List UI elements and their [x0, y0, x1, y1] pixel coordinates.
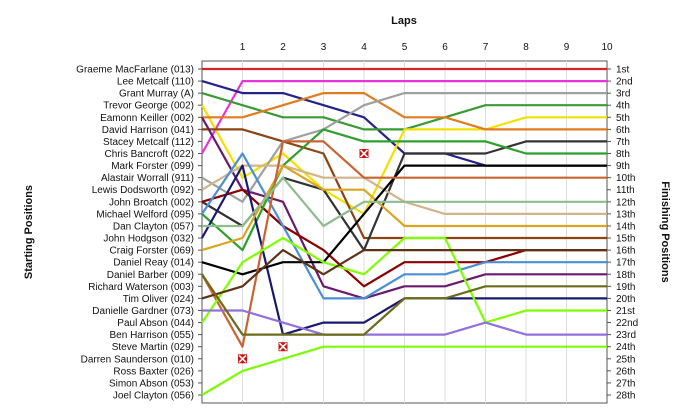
retired-marker-cross [359, 149, 369, 158]
lap-tick-label: 4 [361, 42, 367, 53]
start-position-label: Stacey Metcalf (112) [103, 137, 194, 148]
start-position-label: Eamonn Keiller (002) [100, 113, 194, 124]
series-line [201, 164, 607, 276]
finish-position-label: 19th [616, 282, 635, 293]
start-position-label: Darren Saunderson (010) [81, 354, 194, 365]
start-position-label: Dan Clayton (057) [113, 221, 194, 232]
finish-position-label: 23rd [616, 330, 636, 341]
start-position-label: Ross Baxter (026) [113, 366, 194, 377]
finish-position-label: 14th [616, 221, 635, 232]
retired-marker-cross [238, 354, 247, 363]
start-position-label: Alastair Worrall (911) [101, 173, 194, 184]
finish-position-label: 25th [616, 354, 635, 365]
start-position-label: Graeme MacFarlane (013) [76, 65, 194, 76]
start-position-label: Craig Forster (069) [110, 246, 194, 257]
labels-layer: 1 2 3 4 5 6 7 8 9 10 Graeme MacFarlane (013)Lee Me… [76, 42, 638, 402]
start-position-label: Grant Murray (A) [119, 89, 194, 100]
start-position-label: John Hodgson (032) [103, 234, 194, 245]
finish-position-label: 26th [616, 366, 635, 377]
start-position-label: Simon Abson (053) [109, 378, 194, 389]
lap-tick-label: 8 [523, 42, 529, 53]
finish-position-label: 4th [616, 101, 630, 112]
series-line [202, 91, 607, 131]
start-position-label: Trevor George (002) [103, 101, 194, 112]
start-position-label: Richard Waterson (003) [88, 282, 194, 293]
lap-tick-label: 7 [483, 42, 489, 53]
finish-position-label: 7th [616, 137, 630, 148]
finish-position-label: 20th [616, 294, 635, 305]
start-position-label: Daniel Barber (009) [107, 270, 194, 281]
finish-position-label: 17th [616, 258, 635, 269]
series-line [201, 273, 607, 336]
series-lines [201, 67, 607, 396]
finish-position-label: 15th [616, 234, 635, 245]
series-line [201, 164, 607, 252]
series-line [201, 152, 607, 300]
start-position-label: Ben Harrison (055) [110, 330, 194, 341]
start-position-label: Daniel Reay (014) [113, 258, 194, 269]
finish-position-label: 28th [616, 391, 635, 402]
series-line [202, 309, 607, 336]
finish-position-label: 2nd [616, 77, 633, 88]
retired-marker [359, 149, 369, 159]
finish-position-label: 18th [616, 270, 635, 281]
series-line [201, 116, 607, 300]
start-position-label: Lee Metcalf (110) [117, 77, 194, 88]
series-line [201, 249, 607, 300]
finish-position-label: 10th [616, 173, 635, 184]
chart-title: Laps [391, 15, 417, 27]
lap-tick-label: 9 [564, 42, 570, 53]
retired-markers [238, 149, 369, 364]
finish-position-label: 8th [616, 149, 630, 160]
start-position-label: Chris Bancroft (022) [105, 149, 194, 160]
finish-position-label: 12th [616, 197, 635, 208]
finish-position-label: 1st [616, 65, 630, 76]
lap-tick-label: 5 [402, 42, 408, 53]
retired-marker-cross [278, 342, 288, 351]
start-position-label: Danielle Gardner (073) [92, 306, 194, 317]
retired-marker [238, 354, 247, 364]
start-position-label: Steve Martin (029) [112, 342, 194, 353]
finish-position-label: 11th [616, 185, 635, 196]
lap-tick-label: 6 [442, 42, 448, 53]
finishing-positions-label: Finishing Positions [659, 181, 671, 282]
series-line [201, 345, 607, 396]
finish-position-label: 22nd [616, 318, 638, 329]
start-position-label: Paul Abson (044) [117, 318, 194, 329]
finish-position-label: 6th [616, 125, 630, 136]
start-position-label: John Broatch (002) [109, 197, 194, 208]
start-position-label: Mark Forster (099) [111, 161, 194, 172]
start-position-label: Michael Welford (095) [96, 209, 194, 220]
finish-position-label: 24th [616, 342, 635, 353]
series-line [201, 140, 607, 348]
series-line [202, 176, 607, 228]
lap-tick-label: 1 [240, 42, 246, 53]
series-line [201, 91, 607, 203]
series-line [201, 79, 607, 155]
start-position-label: Lewis Dodsworth (092) [92, 185, 194, 196]
start-position-label: Joel Clayton (056) [113, 391, 194, 402]
finish-position-label: 9th [616, 161, 630, 172]
finish-position-label: 13th [616, 209, 635, 220]
starting-positions-label: Starting Positions [23, 185, 35, 279]
start-position-label: David Harrison (041) [102, 125, 194, 136]
lap-tick-label: 2 [280, 42, 286, 53]
finish-position-label: 27th [616, 378, 635, 389]
finish-position-label: 3rd [616, 89, 630, 100]
finish-position-label: 5th [616, 113, 630, 124]
finish-position-label: 16th [616, 246, 635, 257]
retired-marker [278, 342, 288, 352]
start-position-label: Tim Oliver (024) [123, 294, 194, 305]
lap-tick-label: 3 [321, 42, 327, 53]
finish-position-label: 21st [616, 306, 635, 317]
lap-tick-label: 10 [601, 42, 613, 53]
series-line [201, 236, 607, 324]
